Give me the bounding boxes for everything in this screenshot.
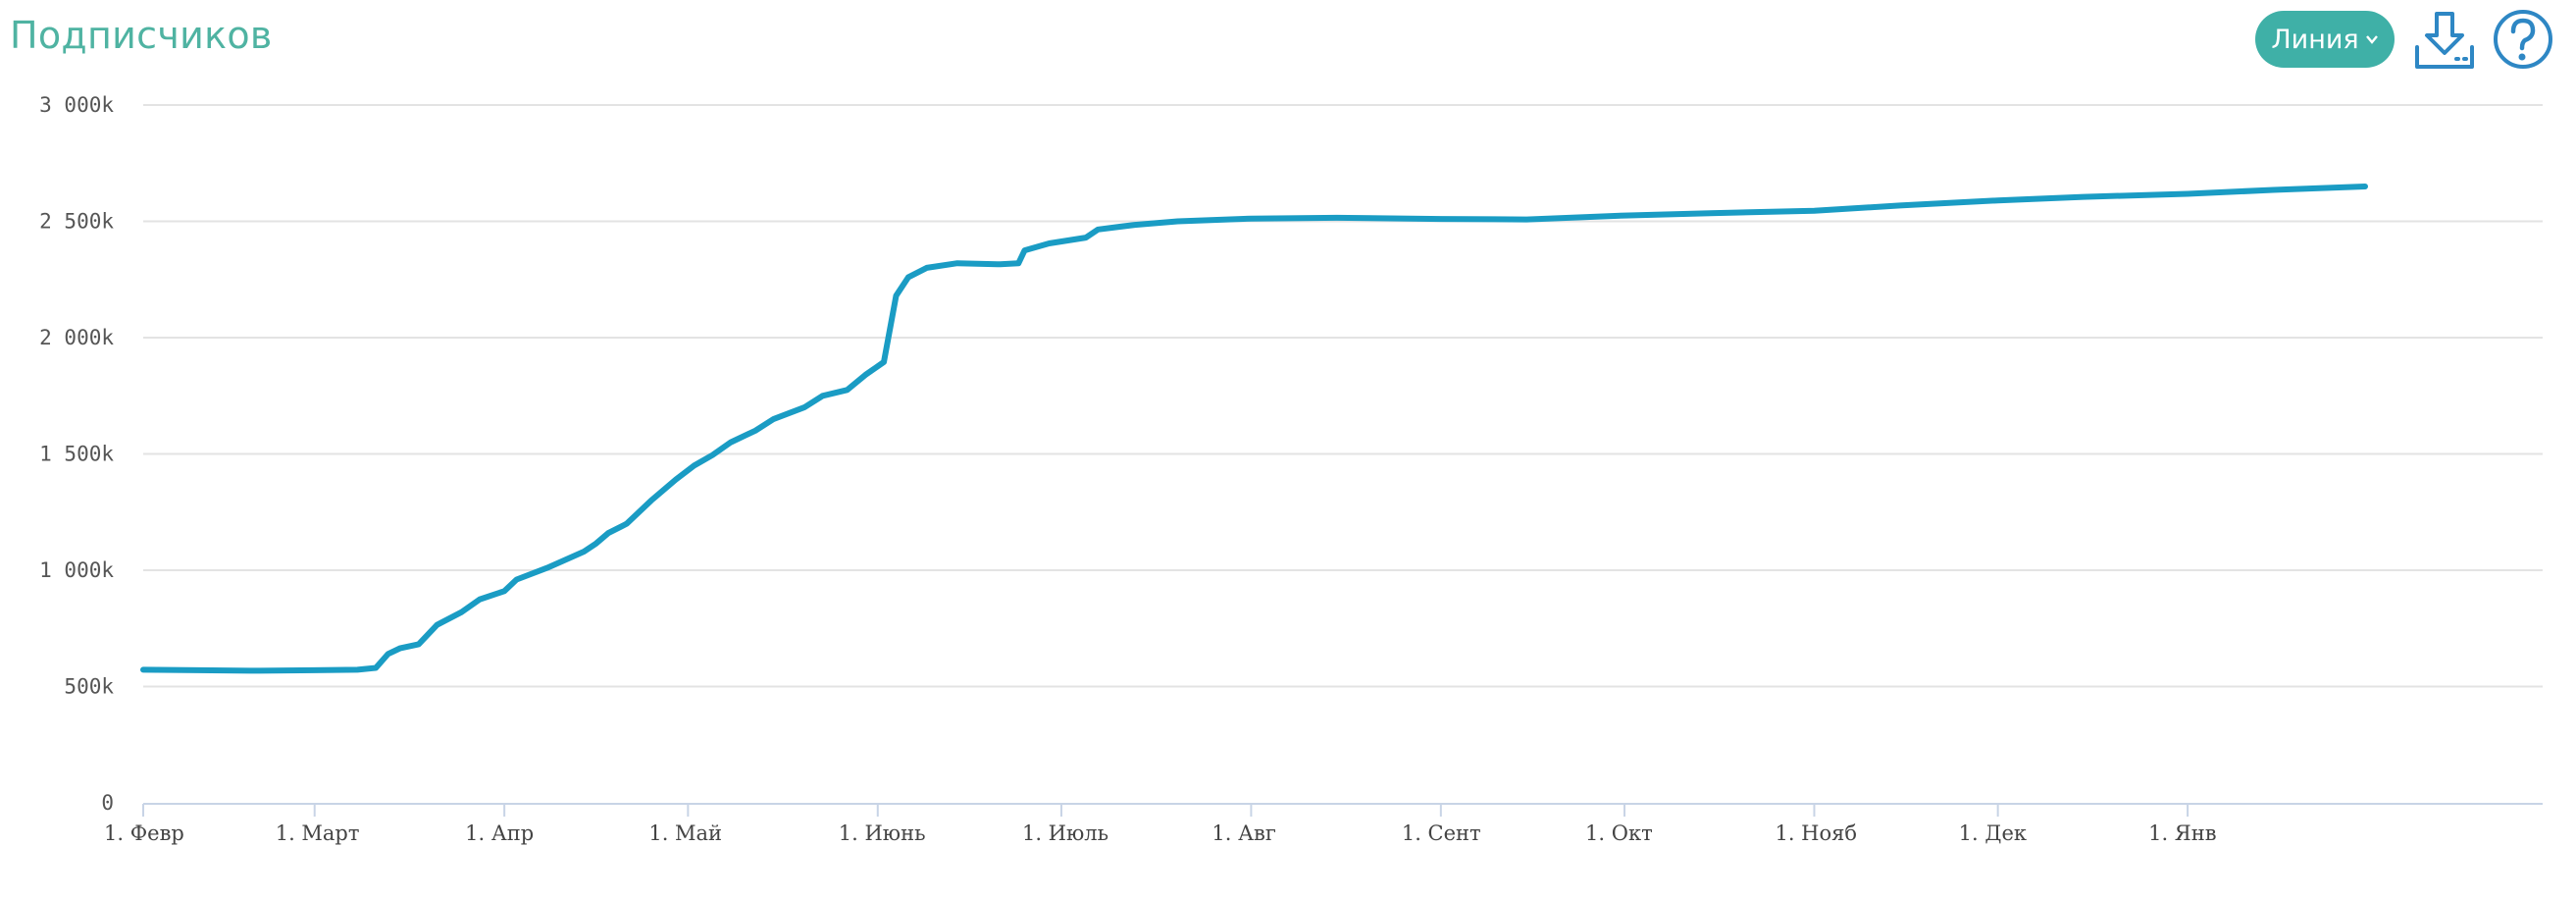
series-layer (140, 184, 2368, 674)
x-tick-label: 1. Июнь (839, 821, 926, 845)
x-tick-label: 1. Июль (1022, 821, 1108, 845)
y-tick-label: 0 (101, 791, 114, 815)
x-tick-label: 1. Март (276, 821, 360, 845)
x-tick-label: 1. Февр (104, 821, 184, 845)
x-tick-label: 1. Авг (1211, 821, 1275, 845)
x-tick-label: 1. Май (648, 821, 722, 845)
series-line-0 (140, 184, 2368, 674)
y-tick-label: 2 000k (39, 326, 114, 349)
chart-type-dropdown-button[interactable]: Линия (2255, 11, 2395, 68)
y-tick-label: 1 000k (39, 558, 114, 582)
y-tick-label: 3 000k (39, 93, 114, 117)
chevron-down-icon (2365, 35, 2378, 44)
grid-lines (143, 104, 2543, 688)
download-icon[interactable] (2413, 10, 2476, 71)
x-tick-label: 1. Янв (2148, 821, 2217, 845)
y-tick-label: 500k (64, 675, 114, 699)
help-icon[interactable] (2492, 8, 2554, 71)
x-tick-label: 1. Окт (1585, 821, 1653, 845)
x-tick-label: 1. Апр (465, 821, 534, 845)
x-tick-label: 1. Сент (1402, 821, 1481, 845)
chart-title: Подписчиков (10, 14, 273, 57)
y-axis-ticks: 0 500k 1 000k 1 500k 2 000k 2 500k 3 000k (39, 93, 114, 815)
x-tick-label: 1. Дек (1959, 821, 2027, 845)
y-tick-label: 2 500k (39, 210, 114, 234)
y-tick-label: 1 500k (39, 443, 114, 466)
chart-type-label: Линия (2271, 24, 2359, 55)
x-tick-label: 1. Нояб (1775, 821, 1857, 845)
x-axis: 1. Февр 1. Март 1. Апр 1. Май 1. Июнь 1. Июль… (104, 803, 2543, 845)
